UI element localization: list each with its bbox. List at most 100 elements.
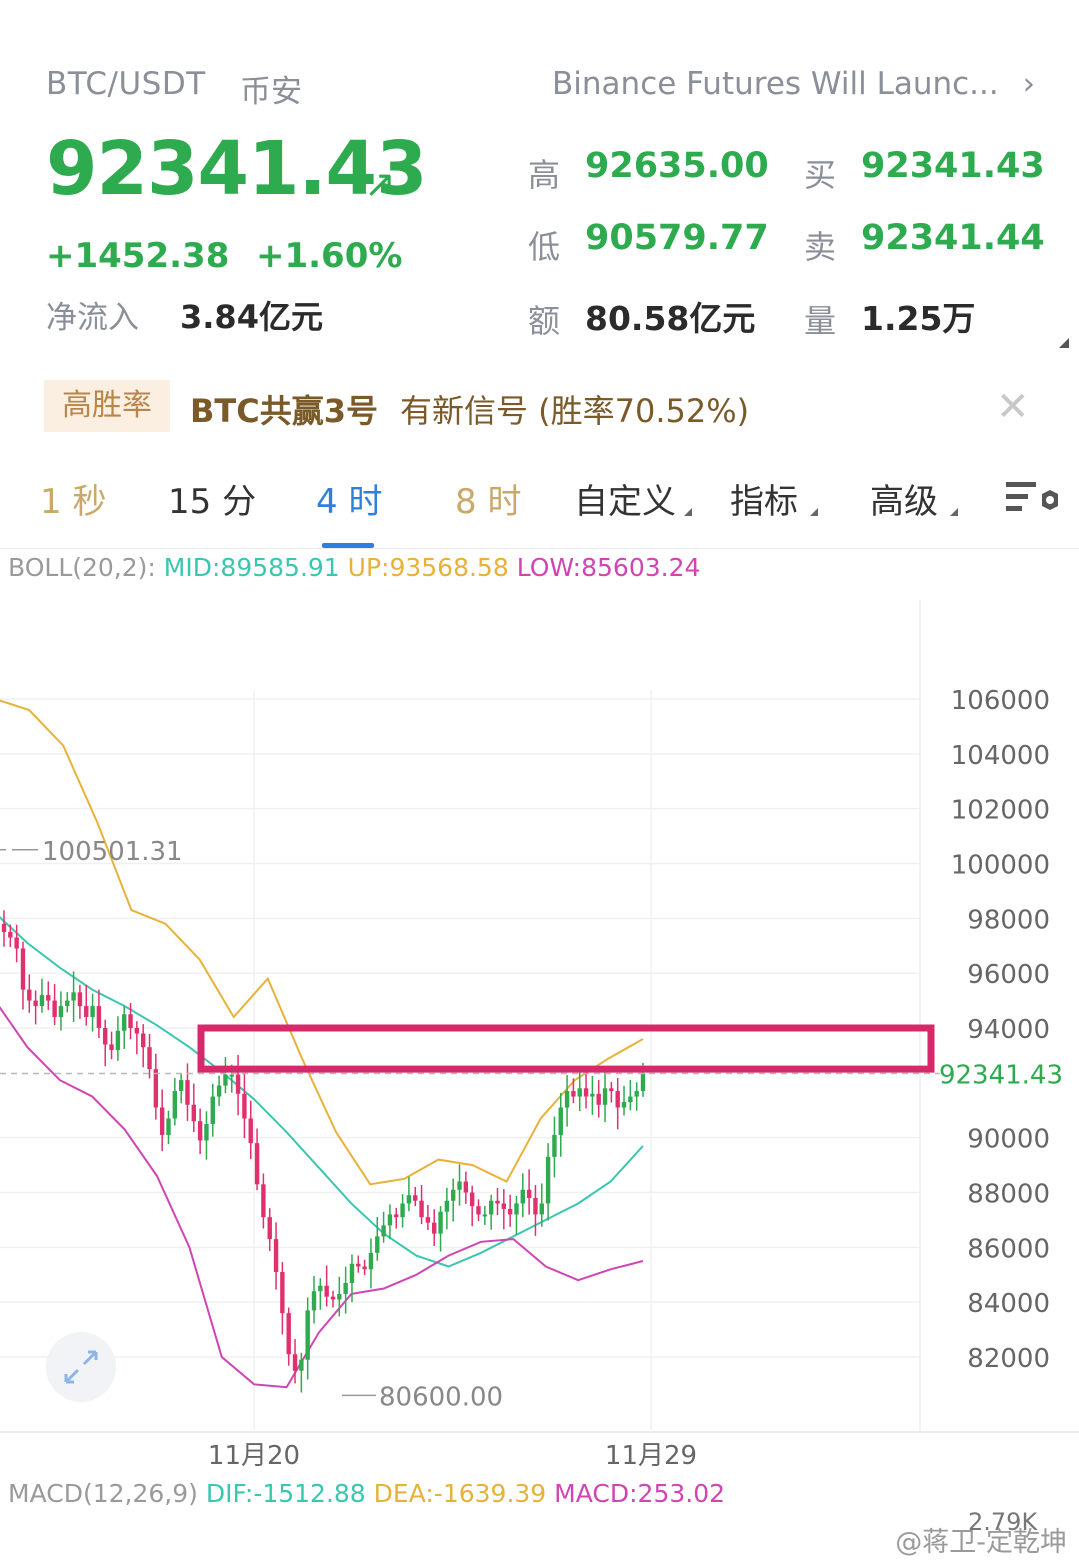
candle-body xyxy=(394,1214,399,1218)
chart-settings-icon[interactable] xyxy=(1004,476,1058,524)
y-tick-label: 88000 xyxy=(967,1180,1050,1210)
candle-body xyxy=(621,1102,627,1108)
news-link[interactable]: Binance Futures Will Launc... › xyxy=(552,66,1035,102)
candle-body xyxy=(210,1096,215,1124)
candle-body xyxy=(267,1217,272,1240)
candle-body xyxy=(488,1200,494,1215)
candle-body xyxy=(609,1088,614,1092)
candle-body xyxy=(337,1293,342,1300)
boll-name: BOLL(20,2): xyxy=(8,553,156,582)
candle-body xyxy=(375,1236,380,1253)
highlight-zone xyxy=(197,1024,935,1073)
candle-body xyxy=(128,1014,133,1028)
candle-body xyxy=(8,932,13,938)
y-tick-label: 94000 xyxy=(967,1015,1050,1045)
macd-value: MACD:253.02 xyxy=(554,1479,726,1508)
candle-body xyxy=(419,1200,424,1218)
candle-body xyxy=(514,1203,519,1215)
candle-body xyxy=(96,1006,102,1028)
tab-indicators[interactable]: 指标 xyxy=(730,482,798,522)
candle-body xyxy=(14,937,19,949)
candle-body xyxy=(387,1214,393,1226)
candlestick-chart[interactable]: 106000 104000 102000 100000 98000 96000 94000 9… xyxy=(0,600,1079,1470)
candle-body xyxy=(33,1000,38,1007)
tab-4h[interactable]: 4 时 xyxy=(316,482,383,522)
candle-body xyxy=(577,1088,582,1097)
dropdown-icon xyxy=(810,508,818,516)
candle-body xyxy=(52,1000,57,1018)
candle-body xyxy=(311,1291,317,1311)
candle-body xyxy=(122,1014,127,1031)
candle-body xyxy=(71,992,76,1001)
tab-custom[interactable]: 自定义 xyxy=(574,482,676,522)
candle-body xyxy=(1,923,7,933)
candle-body xyxy=(482,1214,488,1217)
candle-body xyxy=(330,1296,336,1300)
boll-mid-line xyxy=(0,916,644,1268)
y-tick-label: 104000 xyxy=(951,741,1050,771)
boll-low: LOW:85603.24 xyxy=(516,553,701,582)
high-value: 92635.00 xyxy=(585,146,769,186)
signal-text[interactable]: 有新信号 (胜率70.52%) xyxy=(400,392,750,430)
tab-8h[interactable]: 8 时 xyxy=(455,482,522,522)
watermark: @蒋卫-定乾坤 xyxy=(895,1527,1067,1558)
buy-label: 买 xyxy=(804,156,837,194)
y-tick-label: 102000 xyxy=(951,796,1050,826)
close-icon[interactable]: ✕ xyxy=(996,384,1030,430)
candle-body xyxy=(191,1104,197,1122)
tab-1s[interactable]: 1 秒 xyxy=(40,482,107,522)
signal-badge: 高胜率 xyxy=(44,380,170,432)
candle-body xyxy=(368,1252,374,1270)
candle-body xyxy=(140,1033,146,1048)
tab-15m[interactable]: 15 分 xyxy=(168,482,257,522)
sell-value: 92341.44 xyxy=(861,218,1045,258)
net-inflow-label: 净流入 xyxy=(46,300,139,336)
candle-body xyxy=(103,1028,108,1045)
boll-mid: MID:89585.91 xyxy=(163,553,340,582)
candle-body xyxy=(65,1000,70,1007)
candle-body xyxy=(450,1189,456,1201)
candle-body xyxy=(596,1093,601,1105)
volume-label: 量 xyxy=(804,302,837,340)
candle-body xyxy=(318,1285,323,1292)
amount-value: 80.58亿元 xyxy=(585,299,756,338)
candle-body xyxy=(640,1073,646,1092)
low-marker-label: 80600.00 xyxy=(379,1382,503,1412)
candle-body xyxy=(185,1080,190,1105)
candle-body xyxy=(349,1263,355,1283)
high-marker-label: 100501.31 xyxy=(42,837,183,867)
exchange-name[interactable]: 币安 xyxy=(240,74,302,110)
candle-body xyxy=(583,1088,589,1097)
sell-label: 卖 xyxy=(804,228,837,266)
last-price: 92341.43 xyxy=(46,126,428,212)
expand-icon[interactable] xyxy=(46,1332,116,1402)
candle-body xyxy=(299,1359,304,1371)
candle-body xyxy=(438,1211,443,1234)
candle-body xyxy=(356,1263,361,1267)
candle-body xyxy=(507,1208,513,1215)
candle-body xyxy=(533,1197,538,1215)
candle-body xyxy=(590,1093,595,1097)
y-tick-label: 90000 xyxy=(967,1125,1050,1155)
tab-divider xyxy=(0,548,1079,549)
boll-legend: BOLL(20,2): MID:89585.91 UP:93568.58 LOW… xyxy=(8,553,700,582)
candle-body xyxy=(469,1192,475,1207)
dropdown-icon xyxy=(684,508,692,516)
candle-body xyxy=(223,1074,228,1086)
candle-body xyxy=(172,1091,178,1119)
expand-corner-icon[interactable] xyxy=(1059,338,1069,348)
candle-body xyxy=(254,1143,260,1185)
candle-body xyxy=(476,1206,481,1215)
low-value: 90579.77 xyxy=(585,218,769,258)
active-tab-indicator xyxy=(322,543,374,548)
signal-name[interactable]: BTC共赢3号 xyxy=(190,392,378,430)
candle-body xyxy=(634,1091,639,1097)
pair-title[interactable]: BTC/USDT xyxy=(46,66,206,102)
candle-body xyxy=(343,1282,348,1294)
tab-advanced[interactable]: 高级 xyxy=(870,482,938,522)
candle-body xyxy=(526,1189,532,1198)
candle-body xyxy=(463,1181,469,1193)
candle-body xyxy=(147,1047,152,1070)
candle-body xyxy=(197,1121,203,1141)
y-tick-label: 106000 xyxy=(951,686,1050,716)
